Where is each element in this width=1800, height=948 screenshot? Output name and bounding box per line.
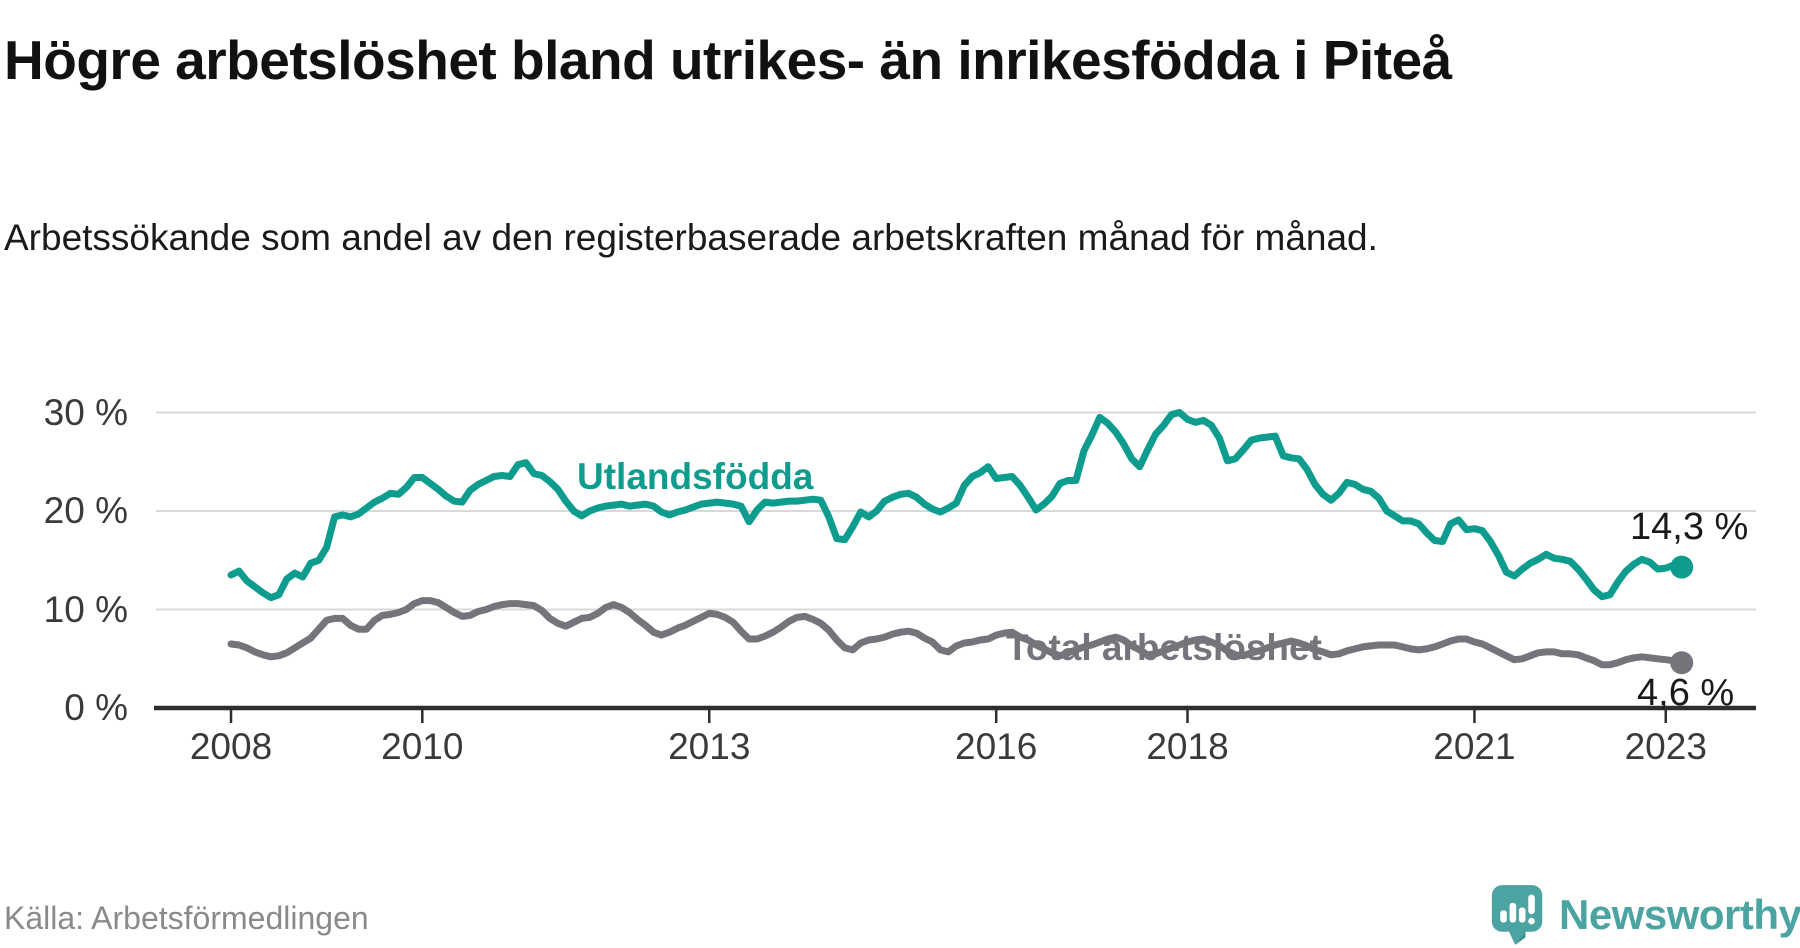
newsworthy-wordmark: Newsworthy — [1559, 891, 1800, 938]
x-axis-tick-label: 2018 — [1146, 726, 1229, 767]
newsworthy-brand: Newsworthy — [1490, 884, 1800, 946]
series-label-utlandsfodda: Utlandsfödda — [577, 456, 814, 497]
x-axis-tick-label: 2013 — [668, 726, 751, 767]
chart-subtitle: Arbetssökande som andel av den registerb… — [4, 217, 1378, 258]
series-label-total-arbetsloshet: Total arbetslöshet — [1006, 627, 1322, 668]
x-axis-tick-label: 2010 — [381, 726, 464, 767]
y-axis-tick-label: 30 % — [43, 391, 128, 433]
source-note: Källa: Arbetsförmedlingen — [4, 900, 369, 936]
x-axis-tick-label: 2008 — [189, 726, 273, 767]
y-axis-tick-label: 0 % — [64, 687, 128, 728]
x-axis-tick-label: 2021 — [1433, 726, 1516, 767]
y-axis-tick-label: 20 % — [43, 490, 128, 531]
chart-title: Högre arbetslöshet bland utrikes- än inr… — [4, 28, 1452, 91]
x-axis-tick-label: 2023 — [1624, 726, 1707, 767]
end-value-label-utlandsfodda: 14,3 % — [1630, 506, 1749, 548]
y-axis-tick-label: 10 % — [43, 588, 128, 630]
x-axis-tick-label: 2016 — [955, 726, 1038, 767]
newsworthy-logo-icon — [1491, 885, 1543, 945]
end-value-label-total: 4,6 % — [1637, 672, 1735, 714]
